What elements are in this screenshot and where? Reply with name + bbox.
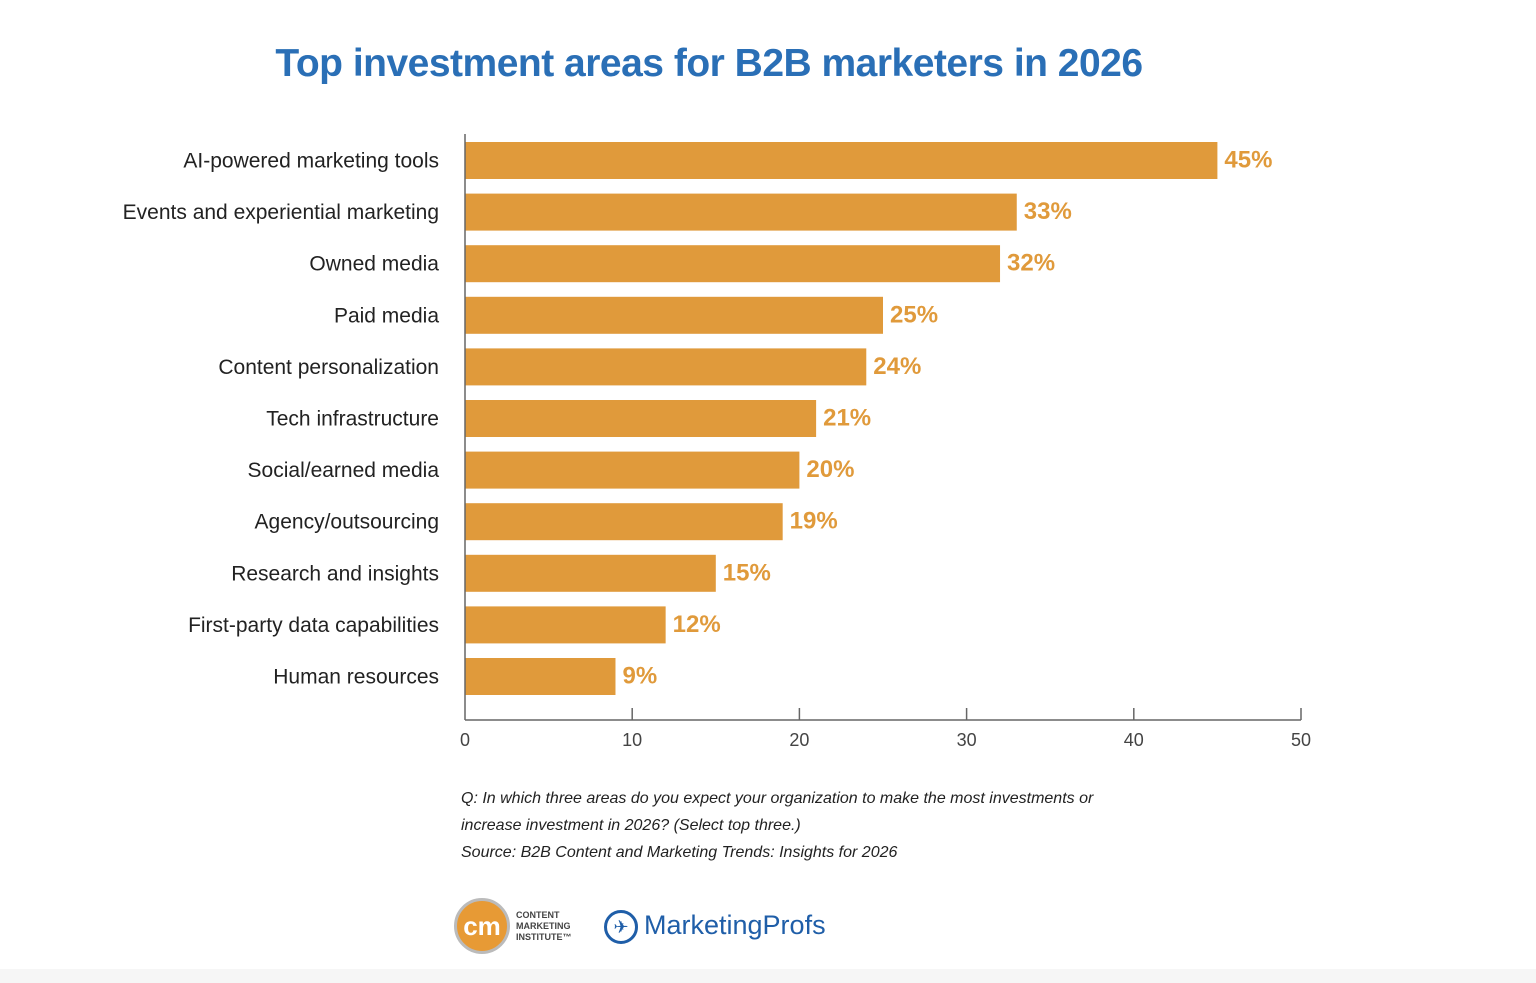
bar: [465, 554, 716, 592]
question-line-1: Q: In which three areas do you expect yo…: [461, 790, 1094, 807]
category-label: Human resources: [273, 666, 439, 689]
value-label: 15%: [723, 559, 771, 586]
bar: [465, 142, 1218, 179]
marketingprofs-logo-text: MarketingProfs: [644, 910, 826, 940]
cmi-line-2: MARKETING: [516, 921, 571, 931]
value-label: 12%: [673, 611, 721, 638]
x-tick-label: 20: [789, 730, 809, 750]
bar: [465, 503, 783, 541]
category-label: Owned media: [309, 253, 439, 276]
value-label: 33%: [1024, 198, 1072, 225]
bar: [465, 245, 1001, 283]
category-label: AI-powered marketing tools: [183, 150, 439, 173]
cmi-logo-text: CONTENT MARKETING INSTITUTE™: [516, 910, 572, 943]
category-label: Content personalization: [218, 356, 439, 379]
bar: [465, 400, 817, 437]
value-label: 9%: [622, 663, 657, 690]
category-label: Social/earned media: [248, 459, 440, 482]
value-label: 32%: [1007, 250, 1055, 277]
bar: [465, 193, 1017, 231]
logos: cm CONTENT MARKETING INSTITUTE™ ✈ Market…: [454, 898, 854, 958]
bar: [465, 658, 616, 695]
x-tick-label: 30: [957, 730, 977, 750]
question-line-2: increase investment in 2026? (Select top…: [461, 817, 801, 834]
x-tick-label: 10: [622, 730, 642, 750]
value-label: 21%: [823, 405, 871, 432]
source-text: Source: B2B Content and Marketing Trends…: [461, 844, 898, 861]
chart-title: Top investment areas for B2B marketers i…: [275, 42, 1143, 85]
bar: [465, 451, 800, 489]
category-label: First-party data capabilities: [188, 614, 439, 637]
x-tick-label: 0: [460, 730, 470, 750]
value-label: 45%: [1224, 147, 1272, 174]
category-label: Research and insights: [231, 562, 439, 585]
category-label: Tech infrastructure: [266, 408, 439, 431]
category-label: Events and experiential marketing: [123, 201, 439, 224]
bar-chart: AI-powered marketing tools 45% Events and …: [123, 134, 1311, 750]
value-label: 24%: [873, 353, 921, 380]
x-tick-label: 40: [1124, 730, 1144, 750]
chart-notes: Q: In which three areas do you expect yo…: [461, 785, 1093, 866]
bar: [465, 296, 883, 334]
bottom-strip: [0, 969, 1536, 983]
value-label: 25%: [890, 301, 938, 328]
value-label: 19%: [790, 508, 838, 535]
bar: [465, 606, 666, 644]
category-label: Agency/outsourcing: [255, 511, 439, 534]
x-tick-label: 50: [1291, 730, 1311, 750]
marketingprofs-bird-icon: ✈: [604, 910, 638, 944]
value-label: 20%: [806, 456, 854, 483]
cmi-line-1: CONTENT: [516, 910, 560, 920]
cmi-line-3: INSTITUTE™: [516, 932, 572, 942]
cmi-logo-icon: cm: [454, 898, 510, 954]
bar: [465, 348, 867, 386]
category-label: Paid media: [334, 304, 439, 327]
